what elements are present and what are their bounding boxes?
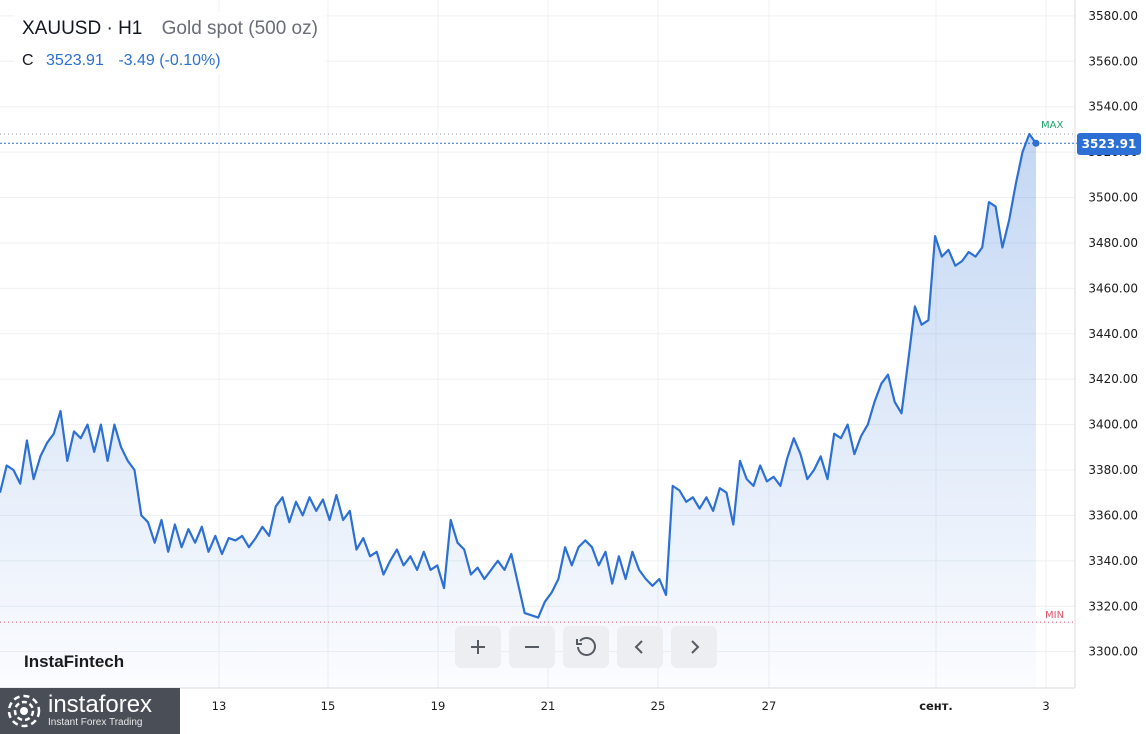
area-fill: [0, 134, 1036, 688]
y-tick-label: 3460.00: [1088, 281, 1138, 295]
logo-name: instaforex: [48, 691, 153, 718]
reset-icon: [576, 637, 596, 656]
chevron-right-icon: [691, 640, 700, 654]
y-tick-label: 3300.00: [1088, 645, 1138, 659]
level-lines: [0, 133, 1077, 623]
x-tick-label: сент.: [919, 699, 953, 713]
plus-icon: [471, 640, 485, 654]
chevron-left-icon: [634, 640, 643, 654]
x-tick-label: 25: [651, 699, 666, 713]
time-axis[interactable]: 13 15 19 21 25 27 сент. 3: [212, 699, 1050, 713]
y-tick-label: 3400.00: [1088, 418, 1138, 432]
instaforex-logo-icon: [7, 694, 41, 728]
minus-icon: [525, 646, 539, 648]
series-area: [0, 134, 1036, 688]
close-value: 3523.91: [46, 52, 104, 69]
y-tick-label: 3560.00: [1088, 54, 1138, 68]
zoom-in-button[interactable]: [455, 626, 501, 668]
x-tick-label: 27: [762, 699, 777, 713]
max-marker: MAX: [1041, 120, 1064, 131]
y-tick-label: 3580.00: [1088, 9, 1138, 23]
y-tick-label: 3480.00: [1088, 236, 1138, 250]
chart-legend: XAUUSD · H1 Gold spot (500 oz) C 3523.91…: [14, 12, 326, 74]
symbol-label[interactable]: XAUUSD · H1: [22, 18, 143, 39]
scroll-right-button[interactable]: [671, 626, 717, 668]
instaforex-logo[interactable]: instaforex Instant Forex Trading: [0, 688, 180, 734]
min-marker: MIN: [1045, 610, 1065, 621]
symbol-description: Gold spot (500 oz): [161, 18, 318, 39]
y-tick-label: 3360.00: [1088, 508, 1138, 522]
reset-button[interactable]: [563, 626, 609, 668]
y-tick-label: 3340.00: [1088, 554, 1138, 568]
chart-toolbar: [455, 626, 717, 668]
series-line: [0, 132, 1037, 619]
y-tick-label: 3420.00: [1088, 372, 1138, 386]
close-label: C: [22, 52, 34, 69]
change-value: -3.49 (-0.10%): [118, 52, 221, 69]
y-tick-label: 3540.00: [1088, 100, 1138, 114]
price-axis[interactable]: 3580.003560.003540.003520.003500.003480.…: [1088, 9, 1138, 659]
logo-tagline: Instant Forex Trading: [48, 717, 143, 728]
zoom-out-button[interactable]: [509, 626, 555, 668]
last-price-tag: 3523.91: [1077, 133, 1141, 155]
y-tick-label: 3500.00: [1088, 191, 1138, 205]
y-tick-label: 3320.00: [1088, 599, 1138, 613]
x-tick-label: 21: [541, 699, 556, 713]
last-price-dot: [1032, 139, 1040, 147]
scroll-left-button[interactable]: [617, 626, 663, 668]
price-line: [0, 132, 1037, 619]
x-tick-label: 13: [212, 699, 227, 713]
x-tick-label: 3: [1042, 699, 1049, 713]
x-tick-label: 15: [321, 699, 336, 713]
instafintech-brand: InstaFintech: [24, 652, 125, 671]
x-tick-label: 19: [431, 699, 446, 713]
y-tick-label: 3380.00: [1088, 463, 1138, 477]
y-tick-label: 3440.00: [1088, 327, 1138, 341]
